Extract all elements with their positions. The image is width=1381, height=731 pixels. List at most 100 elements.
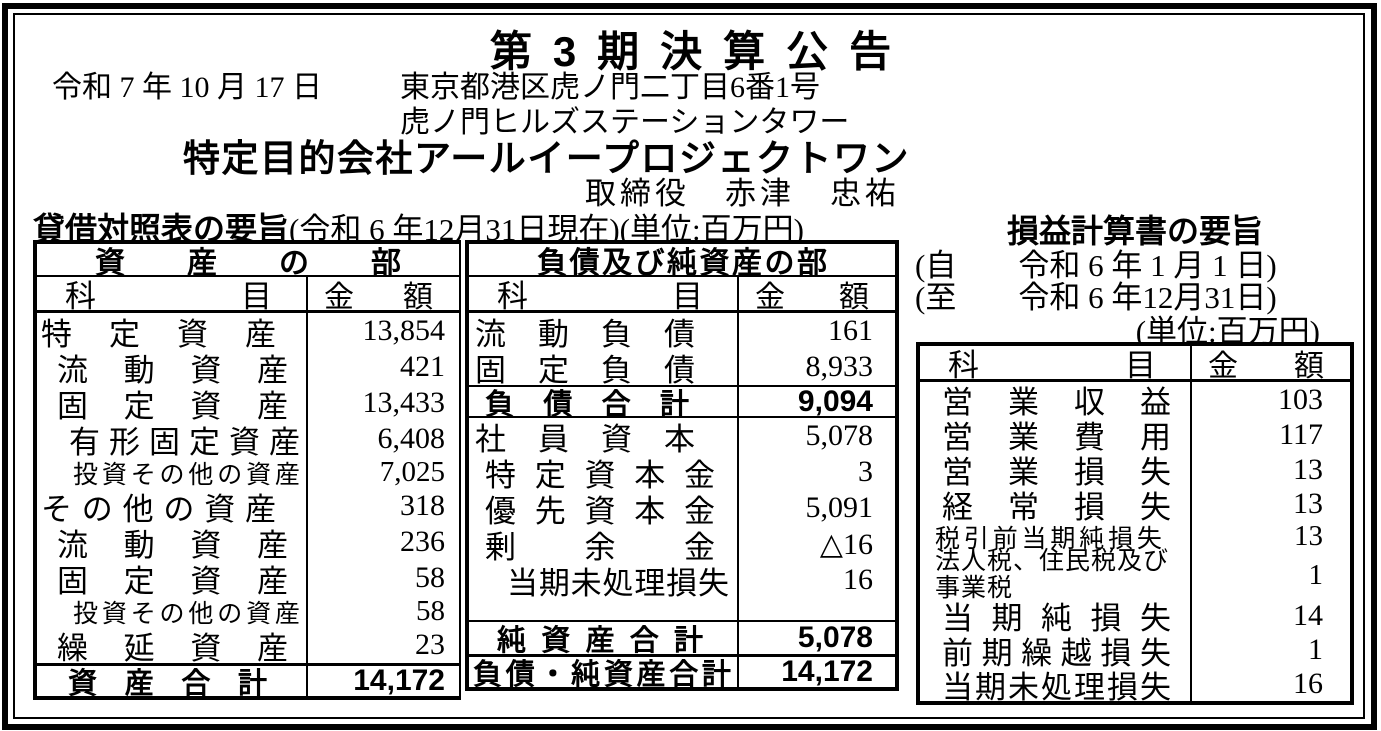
inner-frame-border: [13, 13, 1365, 719]
row-amount: 14,172: [353, 664, 445, 697]
row-label: 経常損失: [942, 489, 1171, 525]
income-statement-table: 科目 金額 営業収益 103 営業費用 117 営業損失 13 経常損失 13 税引前当…: [916, 342, 1354, 705]
col-header-amount: 金額: [1208, 349, 1324, 383]
table-row: 流動資産 421: [37, 349, 459, 388]
table-row: 固定負債 8,933: [469, 349, 895, 388]
row-label: 負債合計: [485, 388, 689, 421]
row-amount: 1: [1308, 633, 1323, 666]
row-amount: 117: [1279, 417, 1323, 451]
table-row: 当期純損失 14: [920, 598, 1350, 636]
row-amount: 13,854: [362, 314, 446, 347]
row-label: 当期未処理損失: [507, 565, 729, 601]
row-amount: 103: [1278, 382, 1323, 416]
row-amount: 7,025: [379, 456, 445, 488]
row-label: その他の資産: [41, 491, 276, 527]
row-label: 特定資本金: [485, 457, 715, 493]
row-label: 流動負債: [475, 316, 695, 352]
row-label: 流動資産: [57, 352, 288, 388]
row-amount: 14,172: [781, 655, 873, 688]
row-label: 固定負債: [475, 352, 695, 388]
row-label: 有形固定資産: [69, 424, 300, 460]
liabilities-section-header: 負債及び純資産の部: [469, 244, 895, 280]
table-row: 繰延資産 23: [37, 627, 459, 666]
table-row: 流動負債 161: [469, 313, 895, 352]
row-label: 固定資産: [57, 388, 288, 424]
row-label: 営業損失: [942, 455, 1171, 490]
col-header-item: 科目: [948, 348, 1156, 383]
table-row: 税引前当期純損失 13: [920, 520, 1350, 553]
table-row: 有形固定資産 6,408: [37, 421, 459, 460]
row-amount: 58: [416, 595, 445, 627]
page-title: 第3期決算公告: [489, 28, 913, 75]
liabilities-grand-total-row: 負債・純資産合計 14,172: [469, 654, 895, 691]
table-row: 営業損失 13: [920, 452, 1350, 490]
table-row: 固定資産 13,433: [37, 385, 459, 424]
table-row: 当期未処理損失 16: [469, 562, 895, 601]
col-header-amount: 金額: [324, 280, 433, 314]
table-row: 投資その他の資産 7,025: [37, 456, 459, 489]
row-label: 投資その他の資産: [73, 600, 300, 628]
row-amount: 9,094: [797, 384, 873, 418]
table-row: 特定資本金 3: [469, 454, 895, 493]
table-row: 剰余金 △16: [469, 526, 895, 565]
liabilities-total-row: 負債合計 9,094: [469, 384, 895, 421]
table-row: 特定資産 13,854: [37, 313, 459, 352]
row-label: 営業費用: [942, 420, 1171, 455]
table-row: 法人税、住民税及び事業税 1: [920, 548, 1350, 602]
balance-sheet-assets-table: 資産の部 科目 金額 特定資産 13,854 流動資産 421 固定資産 13,433…: [33, 240, 461, 700]
row-amount: 13,433: [362, 386, 446, 419]
row-amount: 8,933: [805, 350, 874, 383]
row-amount: △16: [819, 527, 873, 561]
row-amount: 23: [415, 628, 445, 661]
row-amount: 236: [400, 525, 445, 558]
row-amount: 14: [1293, 598, 1323, 632]
row-label: 社員資本: [475, 421, 695, 457]
row-amount: 5,078: [805, 419, 874, 452]
row-amount: 3: [858, 455, 873, 488]
col-header-amount: 金額: [755, 280, 869, 314]
company-name: 特定目的会社アールイープロジェクトワン: [183, 138, 911, 179]
balance-sheet-liabilities-table: 負債及び純資産の部 科目 金額 流動負債 161 固定負債 8,933 負債合計 9,…: [465, 240, 899, 691]
row-label: 税引前当期純損失: [935, 525, 1162, 553]
col-header-item: 科目: [497, 279, 703, 314]
row-label: 優先資本金: [485, 493, 715, 529]
table-row: 投資その他の資産 58: [37, 595, 459, 628]
row-label: 繰延資産: [57, 630, 288, 666]
row-label: 投資その他の資産: [73, 461, 300, 489]
income-statement-period-from: (自 令和 6 年 1 月 1 日): [915, 248, 1277, 283]
officer-name: 取締役 赤津 忠祐: [585, 176, 900, 211]
row-label: 純資産合計: [497, 625, 703, 657]
assets-column-header: 科目 金額: [37, 277, 459, 314]
row-amount: 6,408: [377, 422, 446, 455]
row-amount: 5,078: [797, 621, 873, 654]
row-label: 前期繰越損失: [942, 635, 1171, 671]
outer-frame-border: [2, 3, 1377, 730]
empty-row: [469, 598, 895, 620]
income-column-header: 科目 金額: [920, 346, 1350, 383]
table-row: 流動資産 236: [37, 524, 459, 563]
liabilities-column-header: 科目 金額: [469, 277, 895, 314]
table-row: 営業費用 117: [920, 417, 1350, 455]
table-row: 営業収益 103: [920, 382, 1350, 420]
table-row: 経常損失 13: [920, 487, 1350, 525]
announcement-date: 令和 7 年 10 月 17 日: [52, 71, 322, 104]
row-label: 営業収益: [942, 385, 1171, 420]
row-amount: 161: [828, 314, 873, 347]
assets-section-header: 資産の部: [37, 244, 459, 280]
assets-total-row: 資産合計 14,172: [37, 663, 459, 700]
row-label: 特定資産: [41, 316, 276, 352]
row-amount: 5,091: [805, 491, 874, 524]
net-assets-total-row: 純資産合計 5,078: [469, 620, 895, 657]
row-amount: 16: [843, 563, 873, 596]
row-label: 法人税、住民税及び事業税: [935, 548, 1170, 602]
row-amount: 13: [1294, 520, 1323, 552]
table-row: 当期未処理損失 16: [920, 667, 1350, 705]
table-row: 優先資本金 5,091: [469, 490, 895, 529]
row-amount: 58: [415, 561, 445, 594]
row-label: 剰余金: [485, 529, 715, 565]
table-row: 前期繰越損失 1: [920, 633, 1350, 671]
row-label: 当期未処理損失: [942, 669, 1171, 705]
row-label: 資産合計: [68, 668, 267, 700]
row-amount: 16: [1293, 667, 1323, 700]
